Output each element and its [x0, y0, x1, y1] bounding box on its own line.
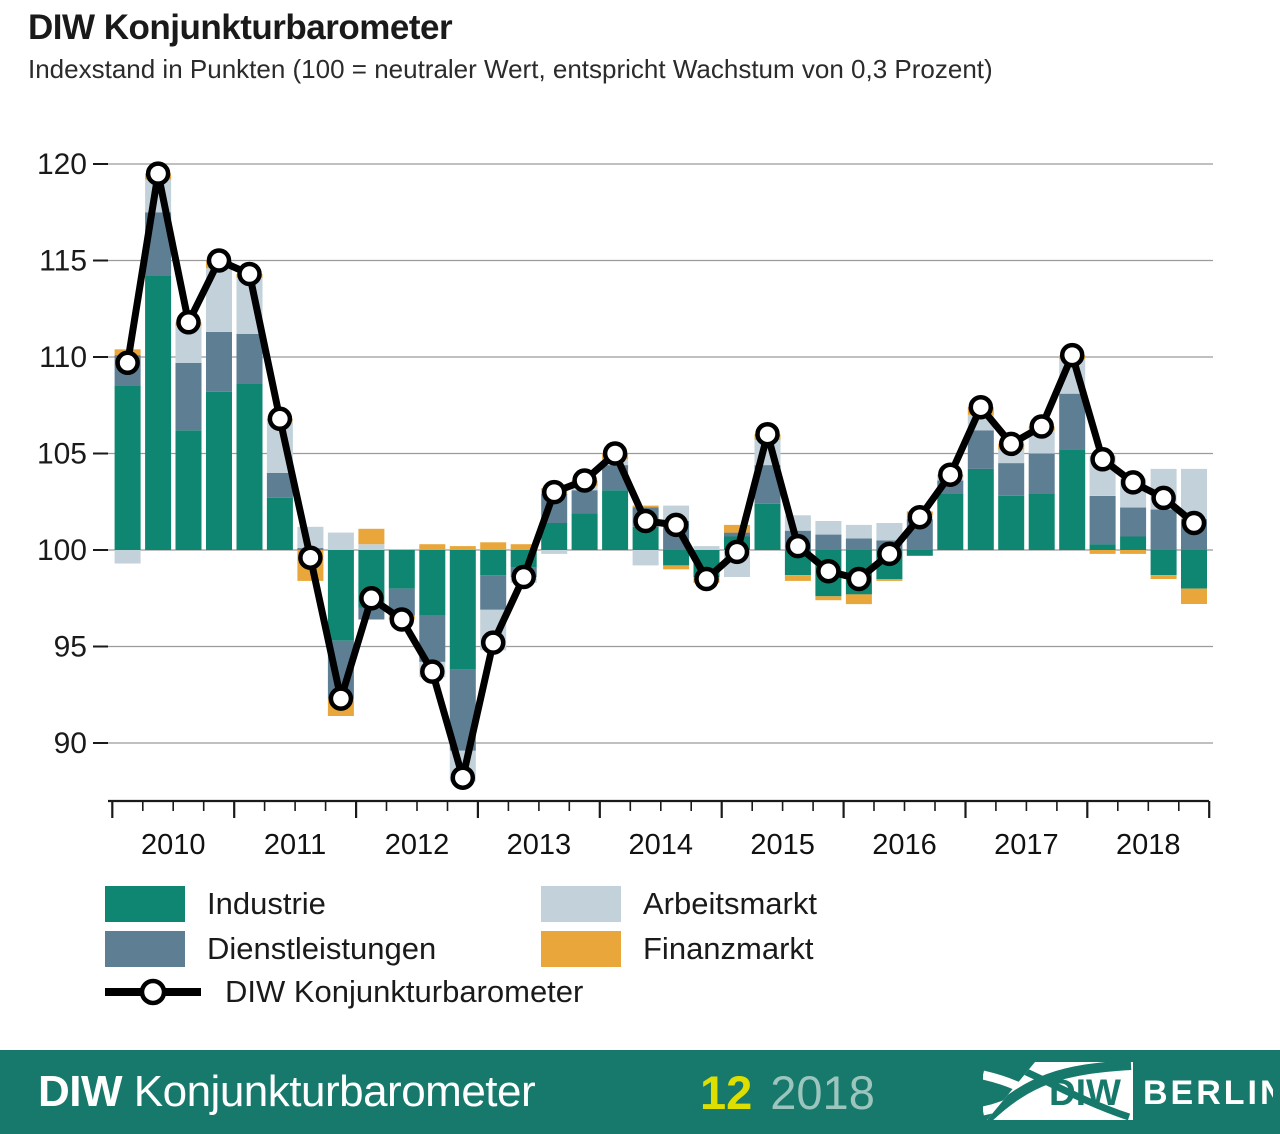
svg-text:2010: 2010 — [141, 829, 206, 861]
legend-item-dienstleistungen: Dienstleistungen — [105, 931, 436, 967]
legend-item-barometer: DIW Konjunkturbarometer — [103, 972, 583, 1012]
legend-label-industrie: Industrie — [207, 886, 326, 921]
svg-text:105: 105 — [37, 438, 87, 471]
footer-brand-bold: DIW — [38, 1067, 123, 1116]
legend-item-industrie: Industrie — [105, 886, 326, 922]
svg-text:2011: 2011 — [264, 829, 326, 861]
svg-text:100: 100 — [37, 534, 87, 567]
arbeitsmarkt-swatch-icon — [541, 886, 621, 922]
svg-text:95: 95 — [54, 631, 87, 664]
logo-berlin-label: BERLIN — [1143, 1074, 1273, 1112]
svg-text:90: 90 — [54, 727, 87, 760]
svg-text:120: 120 — [37, 148, 87, 181]
svg-text:2015: 2015 — [750, 829, 815, 861]
issue-year: 2018 — [770, 1065, 875, 1119]
legend-label-finanzmarkt: Finanzmarkt — [643, 931, 814, 966]
svg-text:110: 110 — [39, 341, 87, 374]
chart-title: DIW Konjunkturbarometer — [28, 8, 453, 47]
legend-label-dienstleistungen: Dienstleistungen — [207, 931, 437, 966]
chart-subtitle: Indexstand in Punkten (100 = neutraler W… — [28, 54, 993, 84]
footer-issue: 12 2018 — [700, 1050, 875, 1134]
legend-item-arbeitsmarkt: Arbeitsmarkt — [541, 886, 817, 922]
barometer-line-icon — [105, 978, 201, 1006]
svg-text:2018: 2018 — [1116, 829, 1181, 861]
issue-number: 12 — [700, 1065, 753, 1119]
footer-brand-rest: Konjunkturbarometer — [122, 1067, 536, 1116]
industrie-swatch-icon — [105, 886, 185, 922]
legend-label-barometer: DIW Konjunkturbarometer — [225, 974, 584, 1009]
dienstleistungen-swatch-icon — [105, 931, 185, 967]
svg-text:2016: 2016 — [872, 829, 937, 861]
diw-berlin-logo: DIW BERLIN — [983, 1062, 1273, 1120]
finanzmarkt-swatch-icon — [541, 931, 621, 967]
logo-diw-label: DIW — [1049, 1072, 1121, 1113]
chart-svg: 90 95 100 105 110 115 120 2010 2011 2012 2013 2014 2… — [37, 148, 1213, 861]
svg-text:2012: 2012 — [385, 829, 450, 861]
svg-text:2014: 2014 — [629, 829, 694, 861]
svg-text:115: 115 — [39, 245, 87, 278]
svg-text:2017: 2017 — [994, 829, 1059, 861]
legend-label-arbeitsmarkt: Arbeitsmarkt — [643, 886, 817, 921]
footer-brand: DIW Konjunkturbarometer — [38, 1050, 536, 1134]
svg-text:2013: 2013 — [507, 829, 572, 861]
legend-item-finanzmarkt: Finanzmarkt — [541, 931, 814, 967]
